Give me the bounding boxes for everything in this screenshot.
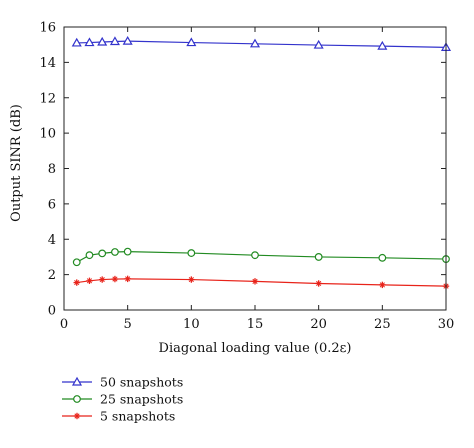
data-point-5-snapshots [86,277,93,285]
data-point-50-snapshots [97,36,108,46]
data-point-50-snapshots [109,36,120,46]
series-line-5-snapshots [76,278,447,287]
y-tick-label: 0 [48,304,56,319]
data-point-50-snapshots [122,35,133,45]
data-point-50-snapshots [186,37,197,47]
data-point-5-snapshots [251,278,259,285]
data-point-5-snapshots [99,276,106,283]
data-point-25-snapshots [123,247,132,256]
data-point-25-snapshots [187,249,196,257]
x-tick-label: 10 [183,317,200,332]
y-tick-label: 16 [39,21,56,36]
x-tick-label: 20 [310,317,327,332]
legend-marker-5-snapshots [73,412,81,420]
data-point-25-snapshots [378,253,387,262]
data-point-5-snapshots [379,281,386,289]
star-stroke [188,276,194,283]
data-point-50-snapshots [84,37,95,47]
star-stroke [379,282,385,288]
legend-label-5-snapshots: 5 snapshots [100,409,175,424]
y-tick-label: 10 [39,127,56,142]
x-tick-label: 5 [124,317,132,332]
data-point-25-snapshots [98,249,107,258]
legend-marker-50-snapshots [71,376,83,386]
y-tick-label: 8 [48,162,56,177]
x-tick-label: 30 [438,317,455,332]
star-stroke [252,278,258,284]
data-point-50-snapshots [249,38,261,48]
data-point-50-snapshots [313,39,324,49]
y-tick-label: 12 [39,91,56,106]
data-point-25-snapshots [251,251,259,260]
y-tick-label: 4 [48,233,56,248]
star-stroke [125,276,131,282]
series-line-25-snapshots [76,251,447,263]
y-tick-label: 6 [48,197,56,212]
star-stroke [74,279,80,286]
data-point-5-snapshots [124,275,131,283]
star-stroke [74,413,80,419]
y-tick-label: 14 [39,56,56,71]
series-line-50-snapshots [76,40,447,48]
data-point-5-snapshots [315,280,322,287]
star-stroke [316,280,322,287]
star-stroke [99,276,105,283]
y-tick-label: 2 [48,268,56,283]
data-point-50-snapshots [71,37,82,47]
data-point-5-snapshots [73,279,80,286]
data-point-25-snapshots [72,258,81,267]
data-point-25-snapshots [85,251,94,260]
star-stroke [112,276,118,282]
plot-frame [63,26,447,311]
data-point-25-snapshots [314,253,323,261]
x-tick-label: 0 [60,317,68,332]
legend-label-50-snapshots: 50 snapshots [100,375,183,390]
data-point-50-snapshots [377,40,388,50]
data-point-5-snapshots [188,276,195,283]
legend-marker-25-snapshots [73,395,81,403]
legend: 50 snapshots 25 snapshots 5 snapshots [62,375,183,424]
y-axis-label: Output SINR (dB) [9,104,24,222]
x-tick-label: 15 [247,317,264,332]
x-axis-label: Diagonal loading value (0.2ε) [159,341,352,356]
data-point-5-snapshots [111,275,119,283]
legend-label-25-snapshots: 25 snapshots [100,392,183,407]
star-stroke [86,278,93,284]
x-tick-label: 25 [374,317,391,332]
data-point-25-snapshots [111,248,119,256]
